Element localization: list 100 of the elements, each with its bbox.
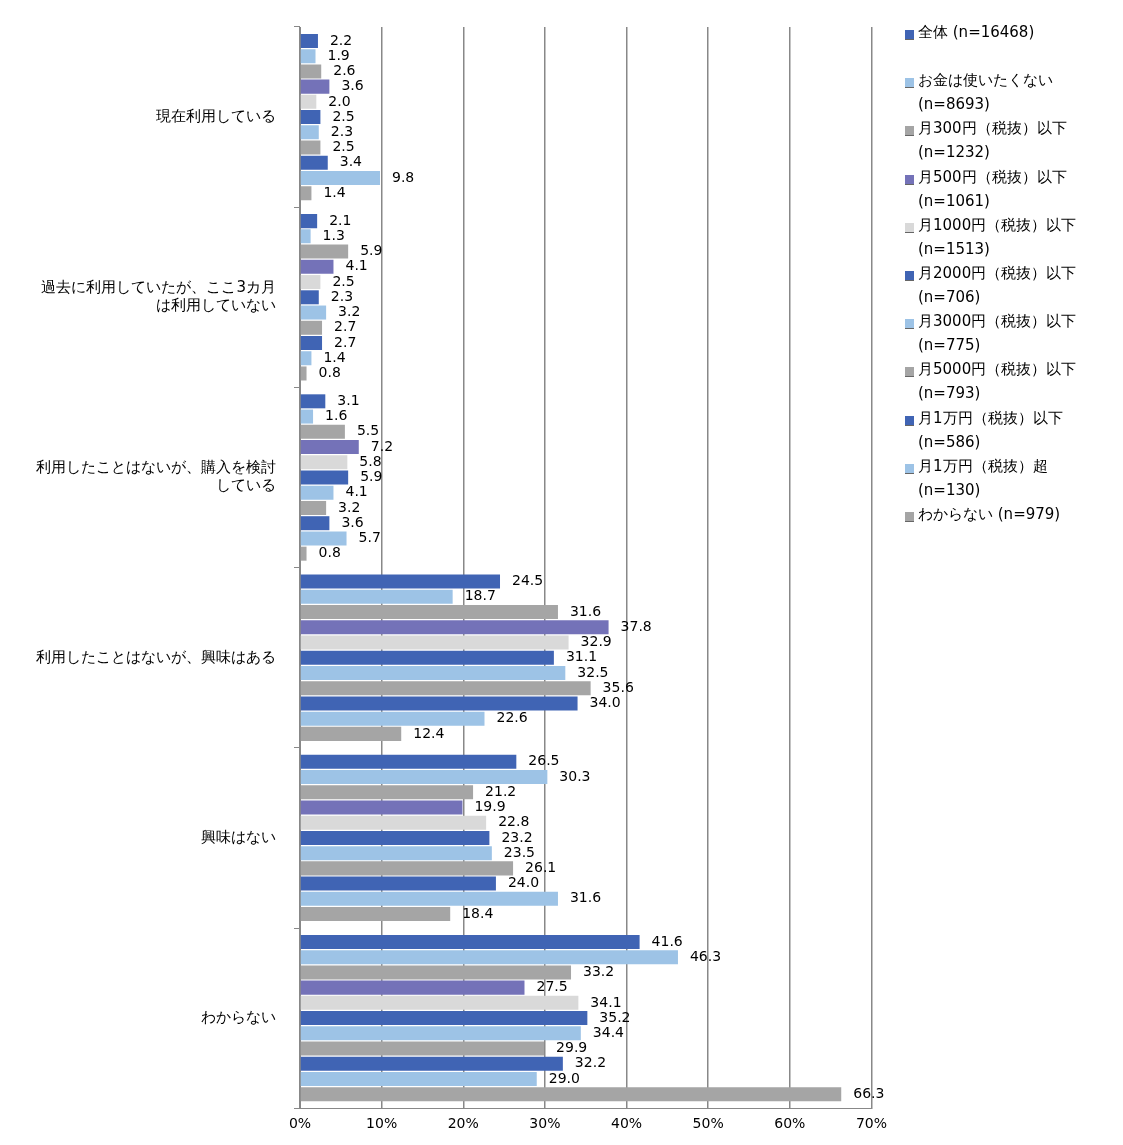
bar: [300, 259, 334, 274]
data-label: 3.2: [338, 303, 361, 320]
legend-label: 月1万円（税抜）以下 (n=586): [918, 407, 1064, 453]
data-label: 18.7: [464, 587, 496, 604]
bar: [300, 604, 558, 619]
data-label: 35.2: [599, 1008, 631, 1025]
y-tick-label: 利用したことはないが、興味はある: [36, 647, 276, 666]
data-label: 34.0: [589, 694, 621, 711]
bar: [300, 33, 318, 48]
data-label: 23.5: [503, 843, 536, 860]
bar: [300, 696, 578, 711]
bar: [300, 186, 312, 201]
x-tick-label: 20%: [447, 1115, 479, 1132]
bar: [300, 846, 492, 861]
bar: [300, 546, 307, 561]
bar: [300, 49, 316, 64]
x-tick-label: 0%: [288, 1115, 312, 1132]
bar: [300, 876, 496, 891]
legend-label: 月1000円（税抜）以下 (n=1513): [918, 214, 1078, 260]
data-label: 5.9: [360, 242, 383, 259]
data-label: 5.7: [358, 529, 381, 546]
legend-label: お金は使いたくない (n=8693): [918, 70, 1054, 116]
legend-label: 月300円（税抜）以下 (n=1232): [918, 118, 1068, 164]
data-label: 27.5: [536, 978, 568, 995]
bar: [300, 1041, 545, 1056]
bar: [300, 574, 500, 589]
bar: [300, 681, 591, 696]
data-label: 26.1: [525, 859, 557, 876]
legend-label: 全体 (n=16468): [918, 22, 1035, 43]
data-label: 23.2: [501, 828, 533, 845]
data-label: 9.8: [392, 168, 415, 185]
bar: [300, 1056, 563, 1071]
data-label: 2.3: [330, 287, 354, 304]
data-label: 2.7: [334, 333, 357, 350]
data-label: 12.4: [413, 724, 445, 741]
bar: [300, 275, 321, 290]
bar: [300, 785, 474, 800]
data-label: 34.4: [592, 1023, 625, 1040]
bar: [300, 440, 359, 455]
bar: [300, 726, 402, 741]
bar: [300, 79, 330, 94]
data-label: 0.8: [318, 364, 341, 381]
bar: [300, 589, 453, 604]
bar: [300, 485, 334, 500]
data-label: 3.6: [341, 513, 364, 530]
bar: [300, 320, 323, 335]
bar: [300, 64, 322, 79]
bar: [300, 754, 517, 769]
data-label: 24.5: [512, 572, 544, 589]
data-label: 2.5: [332, 138, 355, 155]
bar: [300, 620, 609, 635]
data-label: 41.6: [651, 932, 683, 949]
y-tick-label: 現在利用している: [156, 106, 276, 125]
bar: [300, 711, 485, 726]
bar: [300, 140, 321, 155]
data-label: 1.4: [323, 183, 346, 200]
data-label: 32.2: [574, 1054, 607, 1071]
data-label: 2.3: [330, 122, 354, 139]
data-label: 34.1: [590, 993, 622, 1010]
data-label: 2.2: [329, 31, 353, 48]
data-label: 2.5: [332, 107, 355, 124]
data-label: 4.1: [345, 257, 368, 274]
data-label: 46.3: [689, 947, 722, 964]
bar: [300, 815, 487, 830]
data-label: 3.6: [341, 77, 364, 94]
data-label: 18.4: [462, 904, 494, 921]
bar: [300, 800, 463, 815]
bar: [300, 244, 349, 259]
bar: [300, 470, 349, 485]
data-label: 19.9: [474, 798, 506, 815]
bar: [300, 500, 327, 515]
data-label: 22.6: [496, 709, 528, 726]
bar: [300, 409, 314, 424]
bar: [300, 665, 566, 680]
bar: [300, 366, 307, 381]
bar: [300, 516, 330, 531]
data-label: 2.1: [329, 211, 352, 228]
data-label: 31.1: [565, 648, 598, 665]
bar: [300, 635, 569, 650]
bar: [300, 94, 317, 109]
bar: [300, 934, 640, 949]
data-label: 0.8: [318, 544, 341, 561]
data-label: 1.9: [327, 46, 350, 63]
bar: [300, 531, 347, 546]
bar: [300, 1026, 581, 1041]
data-label: 26.5: [528, 752, 560, 769]
bar: [300, 155, 328, 170]
data-label: 24.0: [507, 874, 540, 891]
bar: [300, 950, 678, 965]
data-label: 3.4: [339, 153, 363, 170]
data-label: 4.1: [345, 483, 368, 500]
data-label: 29.0: [548, 1069, 580, 1086]
x-tick-label: 50%: [692, 1115, 724, 1132]
data-label: 5.5: [356, 422, 380, 439]
bar: [300, 1072, 537, 1087]
data-label: 7.2: [370, 437, 394, 454]
data-label: 30.3: [559, 767, 591, 784]
legend-label: 月2000円（税抜）以下 (n=706): [918, 262, 1078, 308]
data-label: 35.6: [602, 678, 634, 695]
legend-label: 月5000円（税抜）以下 (n=793): [918, 359, 1078, 405]
